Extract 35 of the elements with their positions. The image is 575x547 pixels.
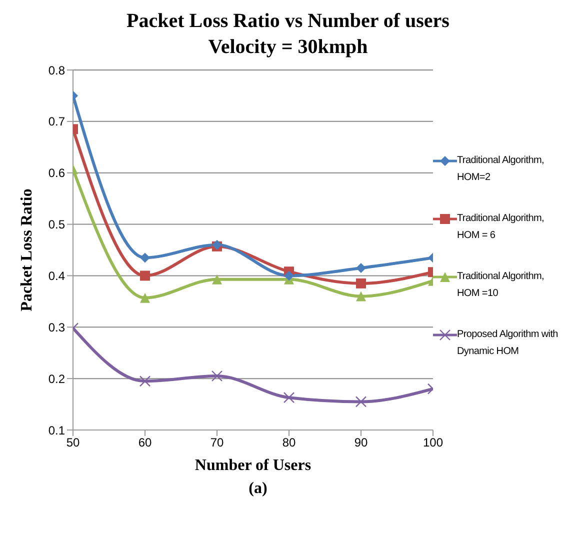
point [284, 270, 294, 281]
legend-label: Traditional Algorithm, HOM=2 [457, 154, 545, 185]
point [211, 370, 223, 382]
legend-label: Traditional Algorithm, HOM = 6 [457, 212, 545, 243]
point [140, 252, 150, 263]
x-axis-title: Number of Users [194, 457, 312, 474]
x-tick-label: 50 [66, 436, 80, 450]
y-tick-label: 0.1 [48, 423, 66, 438]
y-tick-label: 0.6 [48, 166, 66, 180]
y-tick-label: 0.3 [48, 320, 66, 334]
legend-label: Proposed Algorithm with Dynamic HOM [457, 328, 559, 359]
legend-label: Traditional Algorithm, HOM =10 [457, 270, 545, 301]
y-tick-label: 0.2 [48, 372, 66, 386]
chart-subtitle: Velocity = 30kmph [207, 35, 369, 60]
y-tick-label: 0.8 [48, 63, 66, 78]
x-tick-label: 90 [354, 436, 368, 450]
x-tick-label: 100 [422, 436, 444, 450]
x-tick-label: 60 [138, 436, 152, 450]
x-tick-label: 70 [210, 436, 224, 450]
point [140, 270, 150, 281]
x-tick-label: 80 [282, 436, 296, 450]
point [139, 376, 151, 387]
y-axis-title: Packet Loss Ratio [18, 188, 36, 312]
chart-title: Packet Loss Ratio vs Number of users [126, 9, 450, 34]
y-tick-label: 0.4 [48, 268, 66, 283]
point [356, 278, 366, 288]
point [212, 274, 222, 284]
y-tick-label: 0.7 [48, 114, 66, 129]
point [283, 392, 295, 404]
text: (a) [248, 480, 268, 498]
y-tick-label: 0.5 [48, 218, 66, 232]
point [356, 291, 366, 302]
point [355, 396, 367, 408]
point [140, 292, 150, 303]
point [356, 263, 366, 273]
